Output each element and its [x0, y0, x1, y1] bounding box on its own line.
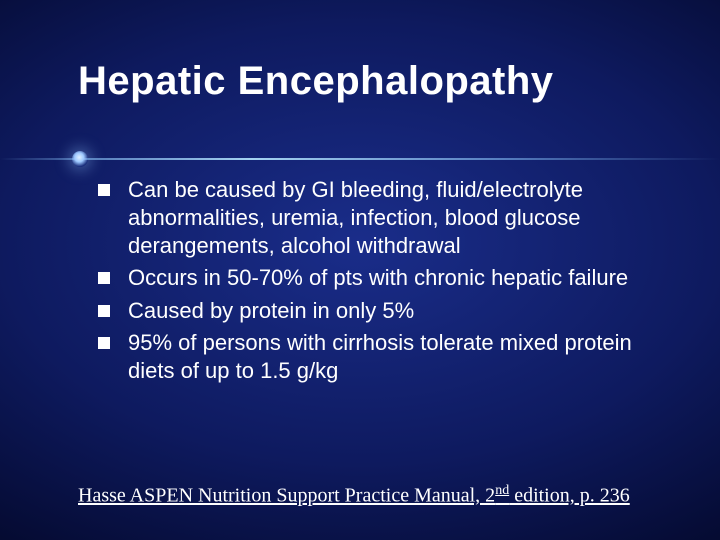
- bullet-text: Occurs in 50-70% of pts with chronic hep…: [128, 264, 660, 292]
- slide-title: Hepatic Encephalopathy: [78, 60, 680, 102]
- bullet-marker-icon: [98, 337, 110, 349]
- bullet-marker-icon: [98, 305, 110, 317]
- bullet-item: Occurs in 50-70% of pts with chronic hep…: [98, 264, 660, 292]
- bullet-item: Can be caused by GI bleeding, fluid/elec…: [98, 176, 660, 260]
- divider-glow-icon: [72, 151, 88, 167]
- citation-suffix: edition, p. 236: [509, 485, 630, 507]
- bullet-marker-icon: [98, 184, 110, 196]
- body-content: Can be caused by GI bleeding, fluid/elec…: [98, 176, 660, 389]
- divider-line: [0, 155, 720, 163]
- citation-prefix: Hasse ASPEN Nutrition Support Practice M…: [78, 485, 495, 507]
- citation-super: nd: [495, 483, 509, 498]
- bullet-text: Can be caused by GI bleeding, fluid/elec…: [128, 176, 660, 260]
- slide: Hepatic Encephalopathy Can be caused by …: [0, 0, 720, 540]
- bullet-item: 95% of persons with cirrhosis tolerate m…: [98, 329, 660, 385]
- bullet-text: Caused by protein in only 5%: [128, 297, 660, 325]
- bullet-text: 95% of persons with cirrhosis tolerate m…: [128, 329, 660, 385]
- citation: Hasse ASPEN Nutrition Support Practice M…: [78, 483, 630, 508]
- title-wrap: Hepatic Encephalopathy: [78, 60, 680, 102]
- bullet-item: Caused by protein in only 5%: [98, 297, 660, 325]
- bullet-marker-icon: [98, 272, 110, 284]
